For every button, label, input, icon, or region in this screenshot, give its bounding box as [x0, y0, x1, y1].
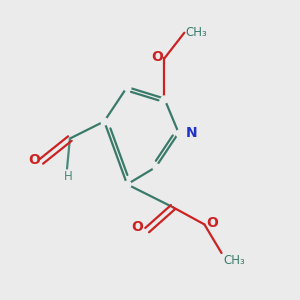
- Text: CH₃: CH₃: [186, 26, 208, 39]
- Text: O: O: [28, 153, 40, 167]
- Text: O: O: [206, 216, 218, 230]
- Text: O: O: [131, 220, 143, 234]
- Text: O: O: [151, 50, 163, 64]
- Text: N: N: [186, 126, 197, 140]
- Text: H: H: [64, 170, 73, 183]
- Text: CH₃: CH₃: [223, 254, 245, 267]
